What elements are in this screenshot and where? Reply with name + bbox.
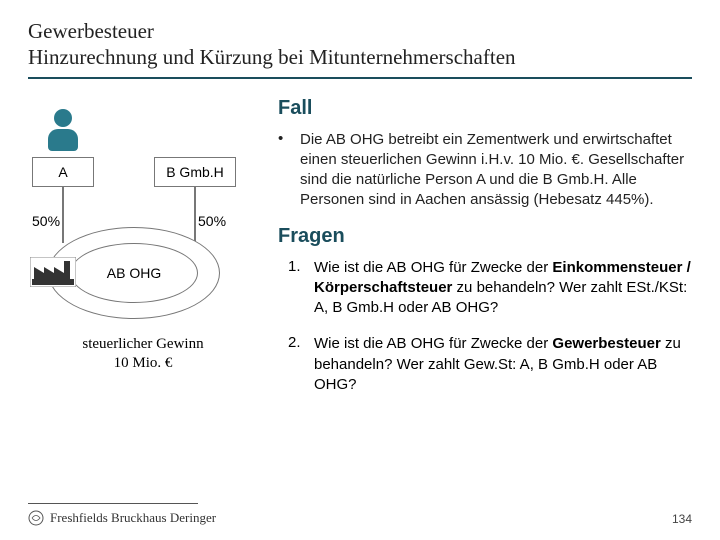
fragen-heading: Fragen xyxy=(278,225,692,248)
title-line-2: Hinzurechnung und Kürzung bei Mitunterne… xyxy=(28,44,692,70)
fragen-list: 1. Wie ist die AB OHG für Zwecke der Ein… xyxy=(278,258,692,396)
question-number: 2. xyxy=(288,334,314,395)
brand-name: Freshfields Bruckhaus Deringer xyxy=(50,510,216,526)
share-left: 50% xyxy=(32,213,60,229)
bullet-marker: • xyxy=(278,130,300,211)
question-item: 1. Wie ist die AB OHG für Zwecke der Ein… xyxy=(288,258,692,319)
page-number: 134 xyxy=(672,512,692,526)
fall-bullet: • Die AB OHG betreibt ein Zementwerk und… xyxy=(278,130,692,211)
brand: Freshfields Bruckhaus Deringer xyxy=(28,510,216,526)
question-item: 2. Wie ist die AB OHG für Zwecke der Gew… xyxy=(288,334,692,395)
fall-text: Die AB OHG betreibt ein Zementwerk und e… xyxy=(300,130,692,211)
question-number: 1. xyxy=(288,258,314,319)
question-text: Wie ist die AB OHG für Zwecke der Einkom… xyxy=(314,258,692,319)
person-icon xyxy=(44,109,82,153)
partner-a-box: A xyxy=(32,157,94,187)
question-text: Wie ist die AB OHG für Zwecke der Gewerb… xyxy=(314,334,692,395)
fall-heading: Fall xyxy=(278,97,692,120)
profit-caption: steuerlicher Gewinn 10 Mio. € xyxy=(58,335,228,374)
profit-line-1: steuerlicher Gewinn xyxy=(82,336,203,352)
company-label: AB OHG xyxy=(70,243,198,303)
brand-logo-icon xyxy=(28,510,44,526)
footer-rule xyxy=(28,503,198,504)
slide-title: Gewerbesteuer Hinzurechnung und Kürzung … xyxy=(28,18,692,79)
connector-a xyxy=(62,187,64,243)
factory-icon xyxy=(30,257,76,287)
share-right: 50% xyxy=(198,213,226,229)
partner-b-box: B Gmb.H xyxy=(154,157,236,187)
connector-b xyxy=(194,187,196,243)
slide-footer: Freshfields Bruckhaus Deringer 134 xyxy=(0,503,720,540)
profit-line-2: 10 Mio. € xyxy=(114,355,173,371)
title-line-1: Gewerbesteuer xyxy=(28,18,692,44)
diagram: A B Gmb.H 50% 50% AB OHG steuerlicher Ge… xyxy=(28,97,258,437)
